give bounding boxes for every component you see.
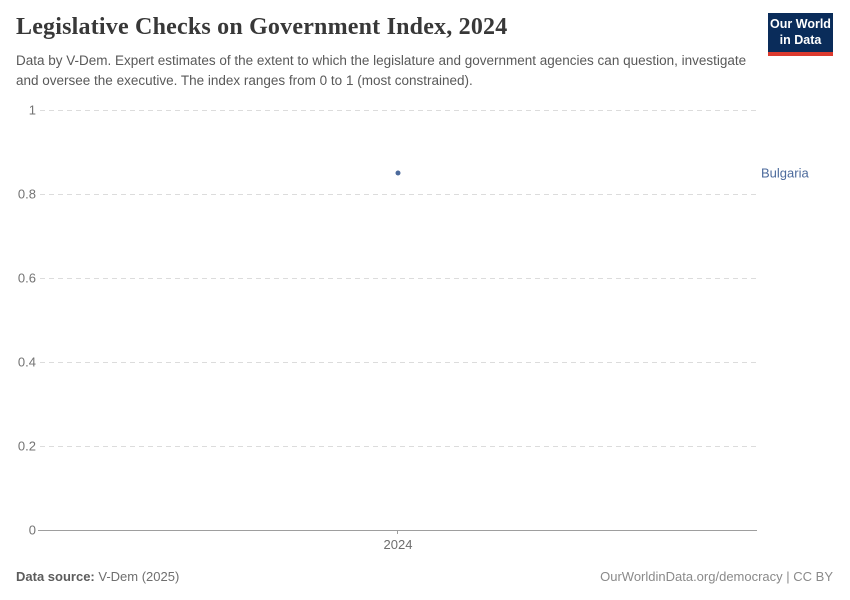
credit-link[interactable]: OurWorldinData.org/democracy | CC BY [600,569,833,584]
data-source-label: Data source: [16,569,95,584]
y-tick-label: 0.8 [17,186,36,202]
gridline-1.0 [40,110,756,111]
entity-label-bulgaria[interactable]: Bulgaria [761,165,809,181]
y-tick-label: 1 [28,102,36,118]
owid-logo-line1: Our World [770,17,831,32]
data-source-note: Data source: V-Dem (2025) [16,569,179,584]
gridline-0.6 [40,278,756,279]
chart-title: Legislative Checks on Government Index, … [16,14,508,40]
data-point-bulgaria[interactable] [395,170,400,176]
owid-logo[interactable]: Our World in Data [768,13,833,56]
chart-subtitle: Data by V-Dem. Expert estimates of the e… [16,53,747,88]
y-tick-label: 0.2 [17,438,36,454]
gridline-0.2 [40,446,756,447]
y-tick-label: 0.4 [17,354,36,370]
y-tick-label: 0 [28,522,36,538]
y-tick-label: 0.6 [17,270,36,286]
gridline-0.8 [40,194,756,195]
gridline-0.4 [40,362,756,363]
x-tick-label: 2024 [383,537,413,552]
owid-logo-line2: in Data [779,32,822,47]
x-tick-mark [397,530,398,534]
data-source-value: V-Dem (2025) [98,569,180,584]
